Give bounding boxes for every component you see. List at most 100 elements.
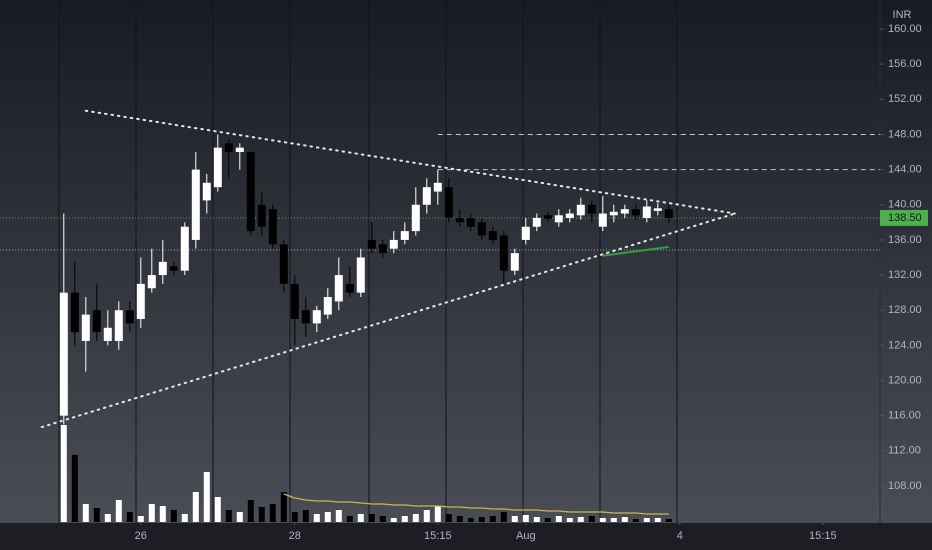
candle-body (620, 209, 629, 214)
volume-bar (181, 514, 188, 522)
volume-bar (236, 512, 243, 522)
volume-bar (434, 506, 441, 522)
candle-body (631, 209, 640, 216)
candle-body (92, 310, 101, 333)
volume-bar (467, 518, 474, 522)
green-trend (602, 245, 669, 257)
volume-bar (203, 472, 210, 522)
candle-body (114, 310, 123, 341)
candle-body (433, 182, 442, 192)
volume-bar (456, 516, 463, 522)
candle-body (653, 208, 662, 211)
candle-body (235, 147, 244, 153)
candle-body (521, 226, 530, 240)
candle-body (290, 283, 299, 319)
volume-bar (247, 500, 254, 522)
volume-ma-line (283, 493, 669, 515)
y-tick-label: 108.00 (888, 480, 922, 492)
candle-body (477, 222, 486, 236)
volume-bar (269, 504, 276, 522)
volume-bar (148, 504, 155, 522)
y-tick-label: 156.00 (888, 58, 922, 70)
volume-bar (544, 518, 551, 522)
candle-body (268, 209, 277, 245)
volume-bar (610, 518, 617, 522)
candle-body (169, 266, 178, 271)
volume-bar (445, 514, 452, 522)
time-axis-background (0, 523, 932, 550)
candle-body (125, 310, 134, 324)
candle-body (136, 283, 145, 319)
volume-bar (599, 518, 606, 522)
y-tick-label: 124.00 (888, 339, 922, 351)
volume-bar (225, 510, 232, 522)
volume-bar (566, 518, 573, 522)
y-tick-label: 128.00 (888, 304, 922, 316)
y-tick-label: 140.00 (888, 199, 922, 211)
volume-bar (665, 519, 672, 522)
candle-body (389, 239, 398, 249)
last-price-label: 138.50 (888, 212, 922, 224)
y-tick-label: 120.00 (888, 374, 922, 386)
candle-body (257, 204, 266, 227)
candle-body (103, 327, 112, 341)
volume-bar (346, 516, 353, 522)
vertical-grid (58, 0, 678, 523)
volume-bar (632, 519, 639, 522)
volume-bar (423, 510, 430, 522)
candle-body (609, 211, 618, 216)
candle-body (356, 257, 365, 293)
candle-body (598, 213, 607, 227)
y-tick-label: 136.00 (888, 234, 922, 246)
volume-bar (170, 510, 177, 522)
volume-bar (71, 455, 78, 522)
volume-bar (159, 506, 166, 522)
candle-body (499, 235, 508, 271)
candle-body (510, 253, 519, 271)
candle-body (312, 310, 321, 324)
candle-body (147, 275, 156, 289)
volume-bar (621, 517, 628, 522)
candle-body (587, 204, 596, 214)
x-tick-label: 26 (135, 530, 147, 542)
y-tick-label: 116.00 (888, 410, 921, 422)
volume-bar (137, 516, 144, 522)
x-tick-label: 4 (677, 530, 683, 542)
volume-bar (302, 510, 309, 522)
volume-bar (93, 508, 100, 522)
candle-body (444, 187, 453, 218)
volume-bar (588, 516, 595, 522)
candle-body (543, 215, 552, 219)
candle-body (378, 244, 387, 254)
candle-body (180, 226, 189, 271)
candle-body (422, 187, 431, 205)
candle-body (554, 215, 563, 223)
candle-body (532, 217, 541, 227)
volume-bar (390, 518, 397, 522)
candle-body (664, 209, 673, 218)
volume-bar (643, 518, 650, 522)
candle-body (466, 217, 475, 227)
volume-bar (511, 516, 518, 522)
y-tick-label: 132.00 (888, 269, 922, 281)
volume-bar (401, 516, 408, 522)
volume-bar (126, 512, 133, 522)
candle-body (488, 231, 497, 240)
candle-body (213, 147, 222, 188)
candle-body (279, 244, 288, 284)
trendline (40, 212, 736, 429)
volume-bar (115, 500, 122, 522)
candle-body (191, 169, 200, 240)
candle-body (59, 292, 68, 416)
x-tick-label: Aug (516, 530, 536, 542)
volume-bar (412, 514, 419, 522)
volume-bar (478, 517, 485, 522)
volume-bar (555, 516, 562, 522)
candle-body (411, 204, 420, 232)
volume-bar (357, 514, 364, 522)
candle-body (565, 213, 574, 218)
volume-bar (522, 515, 529, 522)
volume-bar (368, 514, 375, 522)
candle-body (301, 310, 310, 324)
